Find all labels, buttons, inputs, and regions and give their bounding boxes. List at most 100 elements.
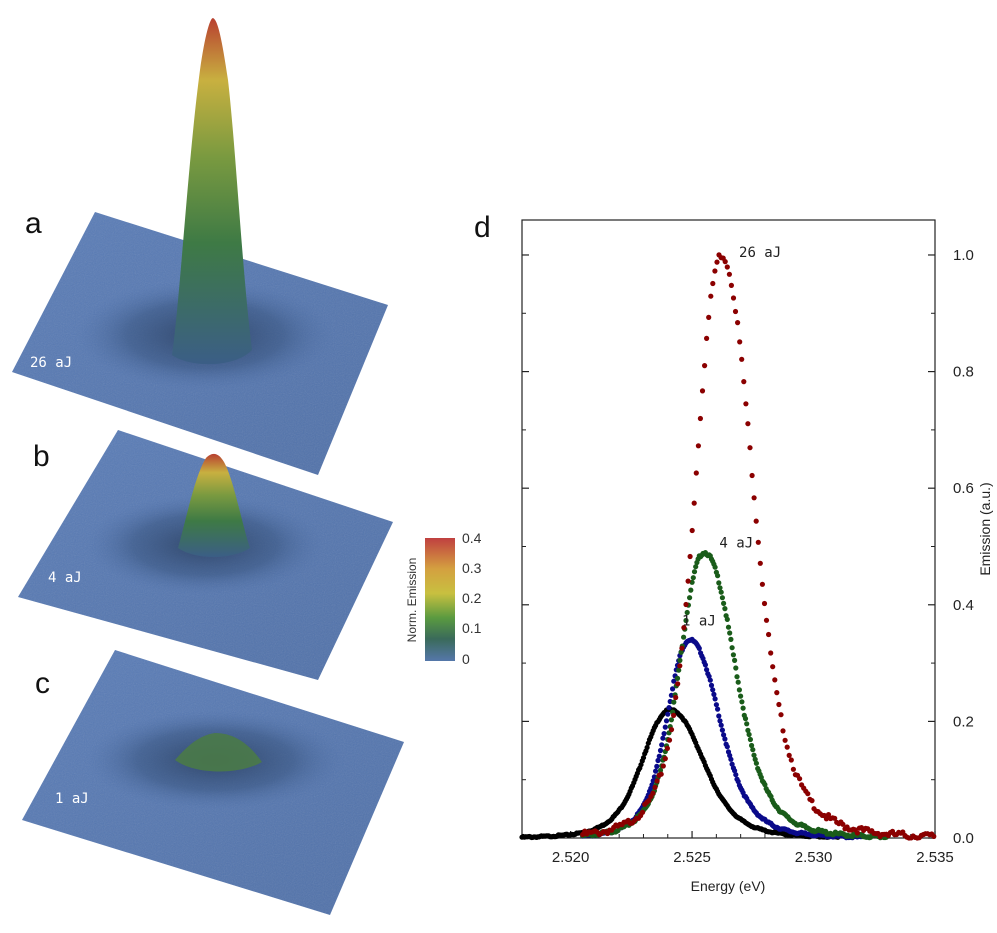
data-point bbox=[681, 625, 687, 631]
data-point bbox=[805, 791, 811, 797]
panel-a: a 26 aJ bbox=[12, 18, 388, 475]
data-point bbox=[741, 379, 747, 385]
data-point bbox=[689, 527, 695, 534]
data-point bbox=[745, 421, 751, 427]
data-point bbox=[759, 581, 766, 587]
data-point bbox=[797, 776, 803, 782]
data-point bbox=[745, 727, 751, 734]
data-point bbox=[657, 747, 664, 754]
data-point bbox=[825, 812, 832, 818]
data-point bbox=[728, 756, 734, 762]
data-point bbox=[659, 742, 665, 748]
data-point bbox=[654, 778, 660, 784]
panel-a-letter: a bbox=[25, 207, 42, 240]
data-point bbox=[732, 657, 738, 664]
series-annotation: 1 aJ bbox=[682, 613, 716, 629]
data-point bbox=[724, 616, 730, 623]
data-point bbox=[710, 280, 716, 287]
data-point bbox=[668, 727, 675, 733]
data-point bbox=[716, 713, 722, 719]
data-point bbox=[749, 472, 755, 479]
y-tick-label: 0.2 bbox=[953, 713, 974, 730]
data-point bbox=[687, 595, 693, 601]
data-point bbox=[931, 833, 937, 840]
data-point bbox=[691, 500, 697, 506]
data-point bbox=[702, 363, 708, 369]
data-point bbox=[653, 768, 659, 774]
panel-c-peak bbox=[175, 733, 262, 772]
data-point bbox=[738, 693, 744, 699]
data-point bbox=[663, 718, 670, 724]
data-point bbox=[691, 569, 698, 575]
data-point bbox=[707, 677, 713, 683]
data-point bbox=[728, 282, 735, 288]
data-point bbox=[715, 573, 721, 579]
data-point bbox=[747, 445, 753, 451]
panel-b-label: 4 aJ bbox=[48, 570, 82, 586]
panel-c-letter: c bbox=[35, 667, 50, 700]
data-point bbox=[718, 589, 724, 595]
data-point bbox=[737, 339, 743, 345]
data-point bbox=[809, 798, 815, 804]
data-point bbox=[776, 701, 782, 708]
data-point bbox=[735, 320, 741, 326]
data-point bbox=[752, 756, 758, 763]
data-point bbox=[784, 744, 790, 750]
data-point bbox=[840, 821, 846, 827]
data-point bbox=[666, 737, 673, 743]
data-point bbox=[665, 711, 671, 717]
data-point bbox=[780, 728, 786, 734]
data-point bbox=[712, 564, 718, 570]
data-point bbox=[733, 772, 739, 778]
data-point bbox=[768, 650, 774, 656]
data-point bbox=[662, 756, 668, 762]
data-point bbox=[662, 724, 668, 730]
colorbar-tick: 0 bbox=[462, 651, 470, 667]
data-point bbox=[715, 706, 721, 712]
data-point bbox=[679, 645, 685, 651]
data-point bbox=[724, 744, 730, 750]
data-point bbox=[655, 757, 661, 764]
data-point bbox=[755, 539, 761, 545]
data-point bbox=[728, 636, 734, 643]
data-point bbox=[654, 763, 660, 770]
data-point bbox=[722, 259, 728, 265]
data-point bbox=[734, 674, 740, 680]
data-point bbox=[710, 687, 716, 693]
data-point bbox=[742, 716, 749, 722]
data-point bbox=[708, 293, 714, 299]
y-tick-label: 0.8 bbox=[953, 364, 974, 381]
data-point bbox=[778, 712, 784, 718]
data-point bbox=[718, 722, 724, 728]
data-point bbox=[678, 649, 684, 655]
data-point bbox=[762, 782, 768, 788]
data-point bbox=[735, 679, 741, 685]
data-point bbox=[693, 470, 699, 476]
panel-b: b 4 aJ bbox=[18, 430, 393, 680]
colorbar-tick: 0.1 bbox=[462, 620, 482, 636]
data-point bbox=[749, 742, 755, 749]
data-point bbox=[713, 702, 720, 708]
data-point bbox=[668, 717, 675, 723]
data-point bbox=[740, 705, 746, 711]
y-axis: 0.0 0.2 0.4 0.6 0.8 1.0 bbox=[522, 247, 974, 847]
data-point bbox=[730, 652, 737, 658]
data-point bbox=[656, 753, 662, 759]
data-point bbox=[729, 645, 735, 651]
data-point bbox=[683, 617, 689, 624]
data-point bbox=[644, 744, 650, 751]
data-point bbox=[739, 699, 745, 705]
data-point bbox=[660, 735, 666, 741]
data-point bbox=[854, 830, 861, 836]
data-point bbox=[719, 727, 726, 733]
data-point bbox=[761, 600, 768, 607]
y-tick-label: 0.0 bbox=[953, 830, 974, 847]
y-tick-label: 0.6 bbox=[953, 480, 974, 497]
data-point bbox=[732, 308, 739, 315]
data-point bbox=[722, 736, 728, 742]
data-point bbox=[696, 645, 702, 652]
data-point bbox=[733, 665, 739, 671]
panel-b-peak bbox=[178, 453, 250, 557]
data-point bbox=[666, 705, 672, 711]
